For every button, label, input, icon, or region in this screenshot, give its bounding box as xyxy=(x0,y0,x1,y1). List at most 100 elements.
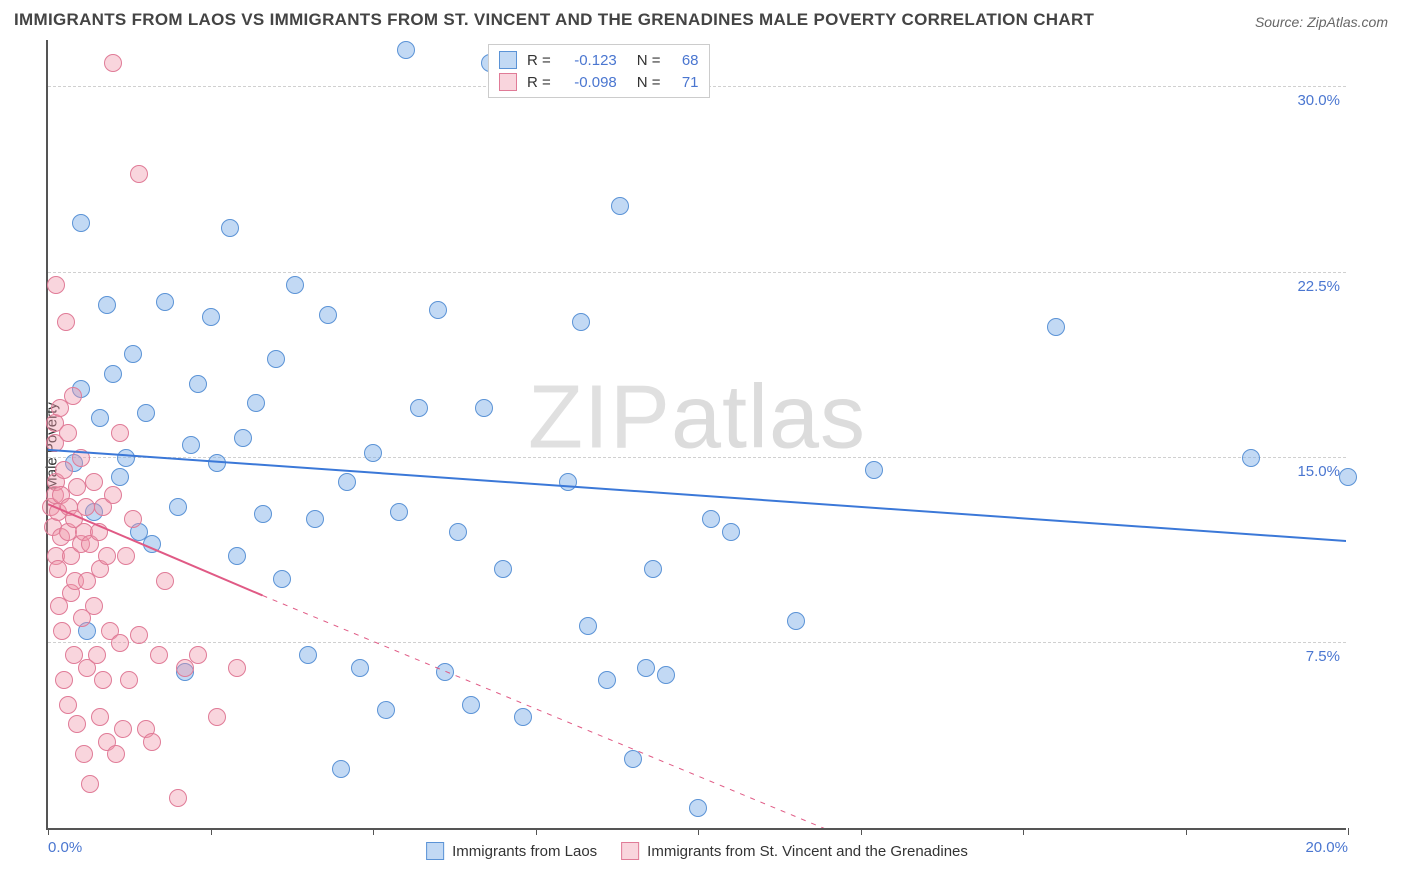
point-laos xyxy=(397,41,415,59)
point-svg xyxy=(150,646,168,664)
y-tick-label: 30.0% xyxy=(1280,92,1340,109)
point-svg xyxy=(94,671,112,689)
legend-item: Immigrants from Laos xyxy=(426,842,597,860)
point-svg xyxy=(75,745,93,763)
point-svg xyxy=(107,745,125,763)
point-laos xyxy=(247,394,265,412)
point-laos xyxy=(111,468,129,486)
point-laos xyxy=(494,560,512,578)
point-laos xyxy=(104,365,122,383)
point-svg xyxy=(85,597,103,615)
watermark: ZIPatlas xyxy=(528,367,866,470)
point-svg xyxy=(47,276,65,294)
point-svg xyxy=(55,461,73,479)
legend-n-label: N = xyxy=(637,74,661,91)
point-laos xyxy=(436,663,454,681)
point-laos xyxy=(351,659,369,677)
point-laos xyxy=(462,696,480,714)
point-laos xyxy=(208,454,226,472)
point-laos xyxy=(267,350,285,368)
legend-n-value: 68 xyxy=(671,52,699,69)
point-svg xyxy=(117,547,135,565)
legend-series-name: Immigrants from Laos xyxy=(452,843,597,860)
x-tick xyxy=(1023,828,1024,835)
point-laos xyxy=(91,409,109,427)
point-svg xyxy=(124,510,142,528)
legend-series-name: Immigrants from St. Vincent and the Gren… xyxy=(647,843,968,860)
point-svg xyxy=(189,646,207,664)
point-laos xyxy=(787,612,805,630)
legend-r-value: -0.098 xyxy=(561,74,617,91)
point-laos xyxy=(689,799,707,817)
point-laos xyxy=(579,617,597,635)
point-laos xyxy=(644,560,662,578)
chart-title: IMMIGRANTS FROM LAOS VS IMMIGRANTS FROM … xyxy=(14,10,1094,30)
point-laos xyxy=(299,646,317,664)
point-svg xyxy=(104,54,122,72)
point-laos xyxy=(221,219,239,237)
series-legend: Immigrants from Laos Immigrants from St. … xyxy=(426,842,968,860)
point-laos xyxy=(722,523,740,541)
point-svg xyxy=(90,523,108,541)
point-laos xyxy=(189,375,207,393)
point-laos xyxy=(572,313,590,331)
point-laos xyxy=(559,473,577,491)
point-laos xyxy=(475,399,493,417)
point-laos xyxy=(124,345,142,363)
correlation-legend: R =-0.123N =68R =-0.098N =71 xyxy=(488,44,710,98)
point-laos xyxy=(137,404,155,422)
point-laos xyxy=(234,429,252,447)
legend-r-value: -0.123 xyxy=(561,52,617,69)
legend-swatch xyxy=(426,842,444,860)
point-laos xyxy=(182,436,200,454)
point-svg xyxy=(88,646,106,664)
point-svg xyxy=(156,572,174,590)
point-svg xyxy=(77,498,95,516)
x-tick xyxy=(211,828,212,835)
point-svg xyxy=(208,708,226,726)
source-attribution: Source: ZipAtlas.com xyxy=(1255,14,1388,30)
point-laos xyxy=(98,296,116,314)
point-svg xyxy=(228,659,246,677)
point-laos xyxy=(377,701,395,719)
point-laos xyxy=(332,760,350,778)
point-svg xyxy=(68,715,86,733)
point-laos xyxy=(117,449,135,467)
point-svg xyxy=(143,733,161,751)
point-laos xyxy=(611,197,629,215)
point-laos xyxy=(72,214,90,232)
point-laos xyxy=(143,535,161,553)
point-svg xyxy=(72,449,90,467)
x-tick-label: 0.0% xyxy=(48,839,82,856)
point-laos xyxy=(338,473,356,491)
legend-n-label: N = xyxy=(637,52,661,69)
point-svg xyxy=(81,775,99,793)
gridline-h xyxy=(48,272,1346,273)
point-laos xyxy=(319,306,337,324)
scatter-plot: ZIPatlas 7.5%15.0%22.5%30.0%0.0%20.0%R =… xyxy=(46,40,1346,830)
point-svg xyxy=(130,626,148,644)
point-laos xyxy=(429,301,447,319)
x-tick xyxy=(373,828,374,835)
point-laos xyxy=(273,570,291,588)
point-laos xyxy=(657,666,675,684)
legend-r-label: R = xyxy=(527,52,551,69)
legend-item: Immigrants from St. Vincent and the Gren… xyxy=(621,842,968,860)
x-tick xyxy=(1348,828,1349,835)
point-svg xyxy=(85,473,103,491)
point-laos xyxy=(1242,449,1260,467)
point-svg xyxy=(98,547,116,565)
point-svg xyxy=(111,634,129,652)
point-laos xyxy=(306,510,324,528)
point-svg xyxy=(59,696,77,714)
point-svg xyxy=(111,424,129,442)
point-laos xyxy=(228,547,246,565)
point-laos xyxy=(364,444,382,462)
point-laos xyxy=(390,503,408,521)
point-svg xyxy=(64,387,82,405)
gridline-h xyxy=(48,642,1346,643)
gridline-h xyxy=(48,457,1346,458)
point-laos xyxy=(865,461,883,479)
point-laos xyxy=(410,399,428,417)
point-laos xyxy=(202,308,220,326)
